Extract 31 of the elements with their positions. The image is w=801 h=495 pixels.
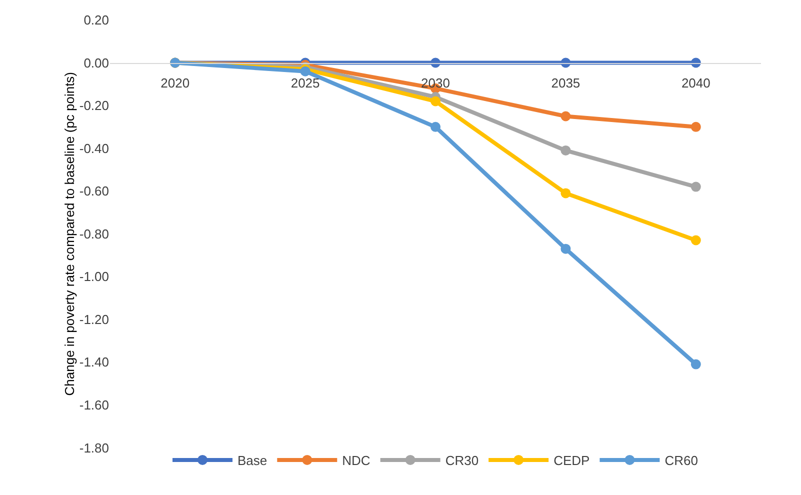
y-tick-label: 0.00	[84, 55, 109, 70]
point	[560, 244, 571, 254]
y-tick-label: -1.40	[79, 354, 109, 370]
x-tick-label: 2020	[160, 75, 190, 90]
point	[560, 188, 571, 198]
legend-label: CR60	[664, 453, 698, 468]
point	[690, 122, 701, 132]
x-tick-label: 2025	[290, 75, 320, 90]
legend-label: NDC	[342, 453, 370, 468]
legend-label: CEDP	[554, 453, 590, 468]
y-tick-label: -1.00	[79, 269, 109, 284]
point	[690, 359, 701, 370]
legend-label: CR30	[445, 453, 479, 468]
x-tick-label: 2040	[681, 75, 710, 90]
y-tick-label: -0.20	[79, 98, 109, 114]
y-tick-label: 0.20	[84, 12, 109, 28]
y-tick-label: -1.60	[79, 397, 109, 412]
point	[690, 182, 701, 192]
x-tick-label: 2035	[551, 75, 580, 90]
y-tick-label: -0.80	[79, 226, 109, 242]
y-tick-label: -1.20	[79, 312, 109, 327]
point	[430, 96, 440, 106]
y-axis-title: Change in poverty rate compared to baseline (pc points)	[62, 72, 77, 396]
point	[430, 122, 440, 132]
point	[560, 145, 571, 156]
point	[690, 235, 701, 246]
y-tick-label: -0.40	[79, 140, 109, 156]
point	[560, 111, 571, 122]
y-tick-label: -1.80	[79, 440, 109, 456]
y-tick-label: -0.60	[79, 184, 109, 199]
legend-label: Base	[238, 453, 268, 468]
